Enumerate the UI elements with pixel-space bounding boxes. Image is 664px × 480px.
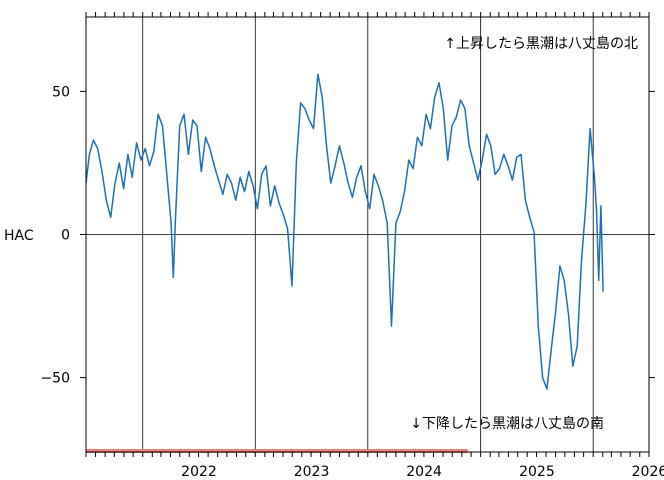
- grid-layer: [86, 17, 649, 452]
- y-tick-label-0: 50: [52, 84, 70, 100]
- x-tick-label-0: 2022: [181, 464, 217, 480]
- y-axis-label: HAC: [4, 228, 34, 244]
- x-tick-label-2: 2024: [406, 464, 442, 480]
- x-tick-label-1: 2023: [294, 464, 330, 480]
- tick-label-layer: 50 0 −50 2022 2023 2024 2025 2026: [40, 84, 664, 480]
- x-tick-label-4: 2026: [632, 464, 664, 480]
- bottom-annotation: ↓下降したら黒潮は八丈島の南: [410, 416, 604, 432]
- series-layer: [85, 73, 604, 390]
- top-annotation: ↑上昇したら黒潮は八丈島の北: [444, 36, 638, 52]
- y-tick-label-2: −50: [40, 371, 70, 387]
- series-line-0: [85, 73, 604, 390]
- tick-layer: [80, 12, 655, 457]
- y-tick-label-1: 0: [61, 228, 70, 244]
- x-tick-label-3: 2025: [519, 464, 555, 480]
